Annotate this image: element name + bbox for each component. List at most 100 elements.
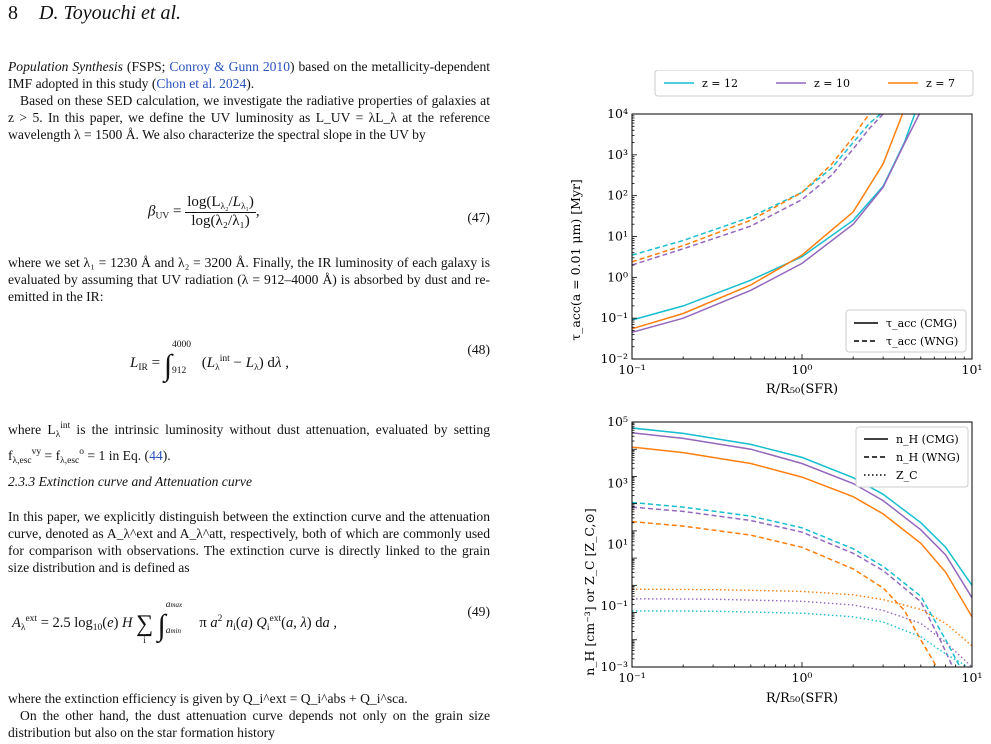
y-tick-label: 10³ [607, 147, 628, 162]
x-tick-label: 10⁰ [792, 670, 813, 685]
section-heading: 2.3.3 Extinction curve and Attenuation c… [8, 474, 252, 489]
y-tick-label: 10¹ [607, 229, 628, 244]
legend-label-z12: z = 12 [702, 77, 738, 90]
plot-frame [631, 113, 973, 360]
figure: z = 12 z = 10 z = 7 τ_acc(a = 0.01 μm) [… [568, 70, 982, 706]
x-tick-label: 10⁻¹ [618, 362, 646, 377]
x-tick-label: 10⁰ [792, 362, 813, 377]
x-tick-label: 10⁻¹ [618, 670, 646, 685]
text-run: ) based on the metallicity-dependent IMF… [8, 59, 491, 91]
y-tick-label: 10⁵ [607, 414, 628, 429]
uv-subscript: UV [155, 211, 170, 222]
beta-symbol: β [148, 203, 156, 220]
legend-label-z10: z = 10 [814, 77, 850, 90]
legend-label-cmg: n_H (CMG) [896, 433, 959, 446]
y-tick-label: 10⁻³ [600, 659, 628, 674]
panel-tau: τ_acc(a = 0.01 μm) [Myr] 10⁻¹ 10⁰ 10¹10⁻²1… [568, 106, 982, 397]
legend-label-cmg: τ_acc (CMG) [886, 317, 957, 330]
equation-body: βUV = log(Lλ₂/Lλ₁) log(λ₂/λ₁) , [148, 194, 260, 230]
series-z10-dashed [632, 114, 884, 266]
paragraph-5: In this paper, we explicitly distinguish… [8, 508, 490, 576]
series-z7-solid [632, 446, 972, 618]
text-run: ). [162, 448, 171, 463]
y-tick-label: 10² [607, 188, 628, 203]
x-axis-label-tau: R/R₅₀(SFR) [766, 382, 838, 397]
running-authors: D. Toyouchi et al. [39, 2, 182, 24]
paragraph-2: Based on these SED calculation, we inves… [8, 93, 490, 142]
frac-num: log(Lλ₂/Lλ₁) [185, 194, 256, 213]
y-axis-label-density: n_H [cm⁻³] or Z_C [Z_C,⊙] [582, 508, 597, 676]
y-tick-label: 10³ [607, 475, 628, 490]
paragraph-3-text: where we set λ₁ = 1230 Å and λ₂ = 3200 Å… [8, 255, 490, 304]
series-z7-dashed [632, 114, 871, 263]
series-z7-dotted [632, 588, 972, 647]
y-tick-label: 10⁻² [600, 351, 628, 366]
legend-label-z7: z = 7 [926, 77, 955, 90]
legend-frame [654, 70, 974, 97]
legend-frame [845, 309, 967, 353]
paragraph-7: On the other hand, the dust attenuation … [8, 708, 490, 740]
running-header: 8 D. Toyouchi et al. [8, 2, 181, 25]
y-axis-label-tau: τ_acc(a = 0.01 μm) [Myr] [568, 179, 583, 341]
y-tick-label: 10⁴ [607, 106, 628, 121]
plot-frame [631, 421, 973, 668]
x-axis-label-density: R/R₅₀(SFR) [766, 691, 838, 706]
paragraph-3: where we set λ₁ = 1230 Å and λ₂ = 3200 Å… [8, 254, 490, 305]
series-z10-solid [632, 114, 920, 334]
series-z7-solid [632, 114, 904, 330]
x-tick-label: 10¹ [962, 670, 983, 685]
equation-47: βUV = log(Lλ₂/Lλ₁) log(λ₂/λ₁) , (47) [8, 194, 490, 242]
paragraph-5-text: In this paper, we explicitly distinguish… [8, 509, 490, 575]
legend-frame [855, 426, 969, 488]
density-curves [632, 427, 972, 667]
paragraph-6: where the extinction efficiency is given… [8, 690, 490, 741]
equation-number: (47) [467, 210, 490, 225]
series-z12-dashed [632, 501, 961, 667]
series-z10-solid [632, 432, 972, 599]
legend-label-zc: Z_C [896, 469, 918, 482]
y-tick-label: 10⁰ [607, 269, 628, 284]
series-z12-dotted [632, 610, 969, 667]
text-run: is the intrinsic luminosity without dust… [8, 422, 490, 463]
text-run: ). [246, 76, 255, 91]
y-tick-label: 10⁻¹ [600, 598, 628, 613]
y-tick-label: 10⁻¹ [600, 310, 628, 325]
citation-link-conroy[interactable]: Conroy & Gunn 2010 [169, 59, 291, 74]
legend-label-wng: n_H (WNG) [896, 451, 960, 464]
series-z12-solid [632, 114, 916, 321]
equation-number: (49) [467, 604, 490, 619]
text-run: where L [8, 422, 56, 437]
z-legend: z = 12 z = 10 z = 7 [654, 70, 974, 97]
equation-fraction: log(Lλ₂/Lλ₁) log(λ₂/λ₁) [185, 194, 256, 230]
x-tick-label: 10¹ [962, 362, 983, 377]
text-run: (FSPS; [122, 59, 170, 74]
citation-link-chon[interactable]: Chon et al. 2024 [156, 76, 247, 91]
panel-density: n_H [cm⁻³] or Z_C [Z_C,⊙] 10⁻¹ 10⁰ 10¹ 10⁻³… [582, 414, 982, 706]
series-z7-dashed [632, 520, 938, 667]
equation-body: Aλext = 2.5 log10(e) H ∑i ∫ amax amin π a2… [12, 600, 337, 646]
text-run: = f [41, 448, 61, 463]
equation-number: (48) [467, 342, 490, 357]
text-run: = 1 in Eq. ( [84, 448, 150, 463]
equation-body: LIR = ∫ 4000 912 (Lλint − Lλ) dλ , [130, 340, 289, 382]
equation-49: Aλext = 2.5 log10(e) H ∑i ∫ amax amin π a2… [8, 588, 490, 646]
style-legend-tau: τ_acc (CMG) τ_acc (WNG) [845, 309, 967, 353]
y-tick-label: 10¹ [607, 537, 628, 552]
paragraph-1: Population Synthesis (FSPS; Conroy & Gun… [8, 58, 490, 143]
equation-48: LIR = ∫ 4000 912 (Lλint − Lλ) dλ , (48) [8, 326, 490, 382]
fsps-name: Population Synthesis [8, 59, 123, 74]
text-run: log(L [187, 194, 221, 210]
series-z10-dashed [632, 506, 954, 667]
frac-den: log(λ₂/λ₁) [191, 213, 250, 229]
page-number: 8 [8, 2, 18, 24]
series-z12-dashed [632, 114, 882, 256]
style-legend-density: n_H (CMG) n_H (WNG) Z_C [855, 426, 969, 488]
series-z10-dotted [632, 598, 972, 667]
legend-label-wng: τ_acc (WNG) [886, 335, 958, 348]
paragraph-6-text: where the extinction efficiency is given… [8, 691, 408, 706]
equation-link-44[interactable]: 44 [149, 448, 163, 463]
paragraph-4: where Lλint is the intrinsic luminosity … [8, 421, 490, 466]
tau-curves [632, 114, 920, 334]
text-run: log(λ [191, 213, 223, 229]
